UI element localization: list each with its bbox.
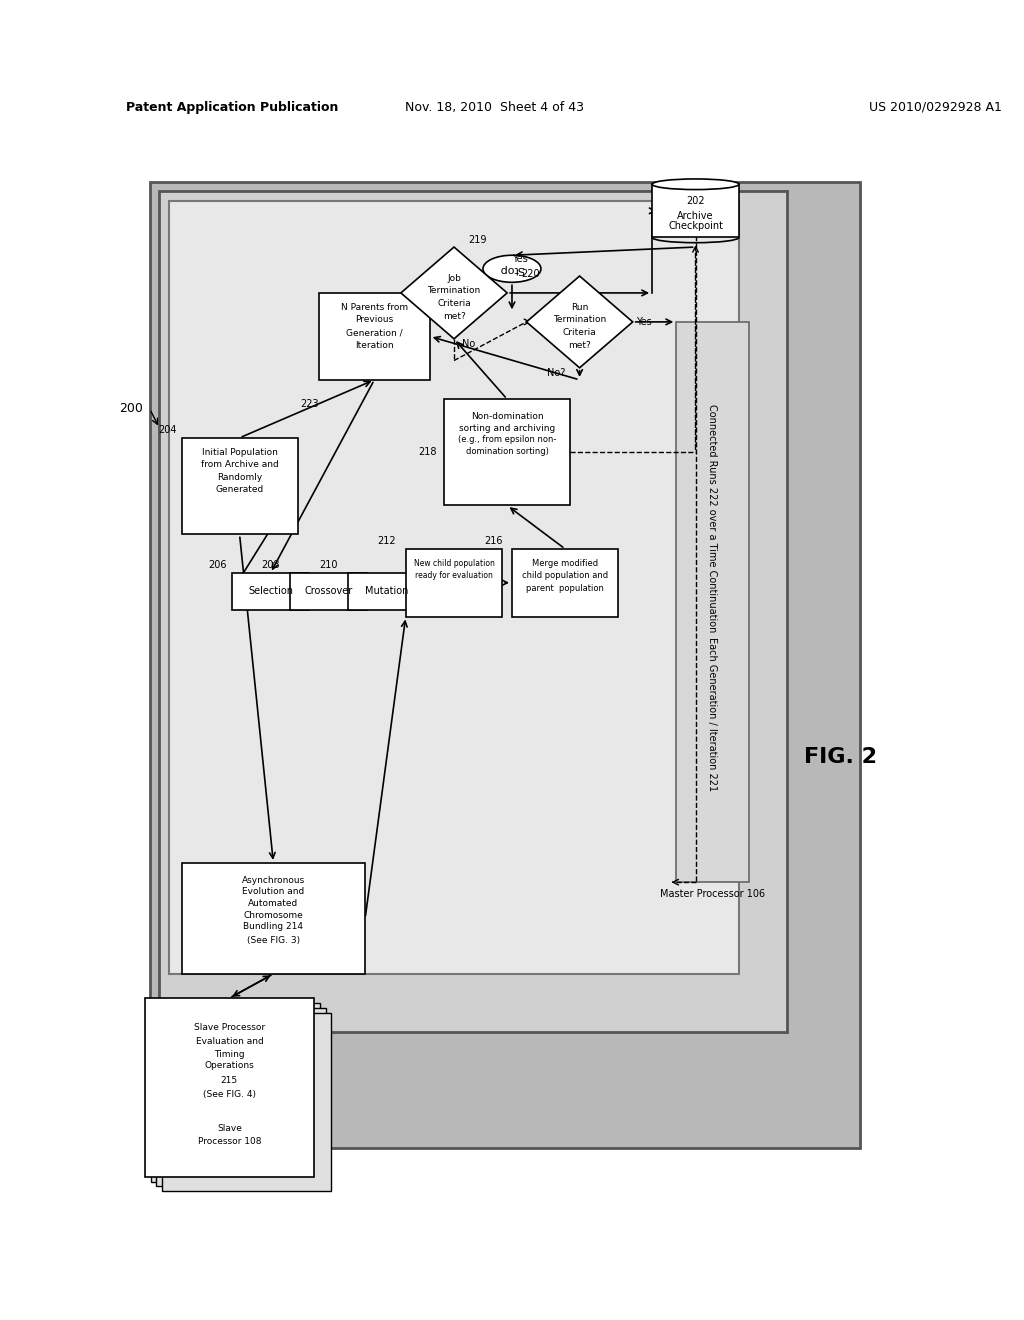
Text: 212: 212 (378, 536, 396, 546)
Text: Nov. 18, 2010  Sheet 4 of 43: Nov. 18, 2010 Sheet 4 of 43 (406, 100, 584, 114)
Bar (162, 1012, 332, 1191)
Text: Randomly: Randomly (217, 473, 262, 482)
Bar (169, 201, 739, 974)
Text: 200: 200 (119, 403, 143, 416)
Text: 210: 210 (319, 560, 338, 570)
Text: FIG. 2: FIG. 2 (804, 747, 877, 767)
Text: US 2010/0292928 A1: US 2010/0292928 A1 (869, 100, 1002, 114)
Text: Crossover: Crossover (304, 586, 352, 597)
Text: Job: Job (447, 275, 461, 282)
Bar (512, 549, 618, 616)
Text: Mutation: Mutation (365, 586, 409, 597)
Text: Connected Runs 222 over a Time Continuation: Connected Runs 222 over a Time Continuat… (708, 404, 718, 632)
Text: Criteria: Criteria (563, 329, 596, 337)
Text: Archive: Archive (677, 211, 714, 220)
Text: Iteration: Iteration (355, 341, 393, 350)
Bar (652, 185, 739, 238)
Text: Automated: Automated (248, 899, 299, 908)
Bar (676, 322, 749, 882)
Text: Initial Population: Initial Population (202, 447, 278, 457)
Bar (151, 1003, 319, 1181)
Text: from Archive and: from Archive and (201, 461, 279, 470)
Text: Run: Run (571, 302, 588, 312)
Text: Non-domination: Non-domination (471, 412, 544, 421)
Polygon shape (526, 276, 633, 368)
Text: 219: 219 (469, 235, 487, 244)
Text: 220: 220 (521, 268, 541, 279)
Text: (See FIG. 3): (See FIG. 3) (247, 936, 300, 945)
Bar (290, 573, 367, 610)
Bar (318, 293, 430, 380)
Text: No?: No? (547, 368, 565, 378)
Text: Master Processor 106: Master Processor 106 (659, 888, 765, 899)
Text: Evolution and: Evolution and (243, 887, 304, 896)
Text: N Parents from: N Parents from (341, 302, 408, 312)
Text: Generated: Generated (215, 486, 264, 495)
Text: Each Generation / Iteration 221: Each Generation / Iteration 221 (708, 638, 718, 791)
Text: Chromosome: Chromosome (244, 911, 303, 920)
Text: (See FIG. 4): (See FIG. 4) (203, 1090, 256, 1100)
Bar (406, 549, 503, 616)
Bar (145, 998, 314, 1177)
Bar (181, 863, 366, 974)
Text: Previous: Previous (355, 315, 393, 325)
Text: sorting and archiving: sorting and archiving (459, 424, 555, 433)
Bar (444, 399, 570, 506)
Bar (160, 191, 787, 1032)
Text: 218: 218 (418, 447, 436, 457)
Text: Yes: Yes (636, 317, 651, 327)
Polygon shape (400, 247, 507, 339)
Bar (181, 438, 298, 535)
Text: Asynchronous: Asynchronous (242, 875, 305, 884)
Text: ready for evaluation: ready for evaluation (415, 572, 493, 581)
Text: 204: 204 (159, 425, 177, 436)
Bar (348, 573, 425, 610)
Text: met?: met? (568, 341, 591, 350)
Text: Checkpoint: Checkpoint (668, 222, 723, 231)
Text: Slave: Slave (217, 1125, 242, 1133)
Text: Yes: Yes (512, 255, 527, 264)
Text: Processor 108: Processor 108 (198, 1137, 261, 1146)
Text: Termination: Termination (427, 286, 480, 296)
Text: 223: 223 (300, 399, 318, 409)
Text: Merge modified: Merge modified (532, 558, 598, 568)
Text: parent  population: parent population (526, 583, 604, 593)
Ellipse shape (483, 255, 541, 282)
Text: New child population: New child population (414, 558, 495, 568)
Text: 206: 206 (209, 560, 227, 570)
Text: Slave Processor: Slave Processor (194, 1023, 265, 1031)
Text: 202: 202 (686, 197, 705, 206)
Text: 216: 216 (483, 536, 503, 546)
Text: child population and: child population and (522, 572, 608, 581)
Text: met?: met? (442, 312, 465, 321)
Text: Timing: Timing (214, 1049, 245, 1059)
Bar (157, 1007, 326, 1187)
Bar (150, 182, 860, 1148)
Text: Stop: Stop (500, 264, 524, 273)
Text: Selection: Selection (248, 586, 293, 597)
Text: 215: 215 (221, 1076, 238, 1085)
Text: Evaluation and: Evaluation and (196, 1038, 263, 1045)
Ellipse shape (652, 180, 739, 190)
Text: domination sorting): domination sorting) (466, 447, 549, 455)
Text: Operations: Operations (205, 1061, 254, 1071)
Text: Bundling 214: Bundling 214 (244, 923, 303, 931)
Text: Patent Application Publication: Patent Application Publication (126, 100, 338, 114)
Bar (231, 573, 309, 610)
Text: No: No (462, 339, 475, 348)
Text: 208: 208 (262, 560, 281, 570)
Text: Generation /: Generation / (346, 329, 402, 337)
Text: Termination: Termination (553, 315, 606, 325)
Text: (e.g., from epsilon non-: (e.g., from epsilon non- (458, 436, 556, 445)
Text: Criteria: Criteria (437, 300, 471, 308)
